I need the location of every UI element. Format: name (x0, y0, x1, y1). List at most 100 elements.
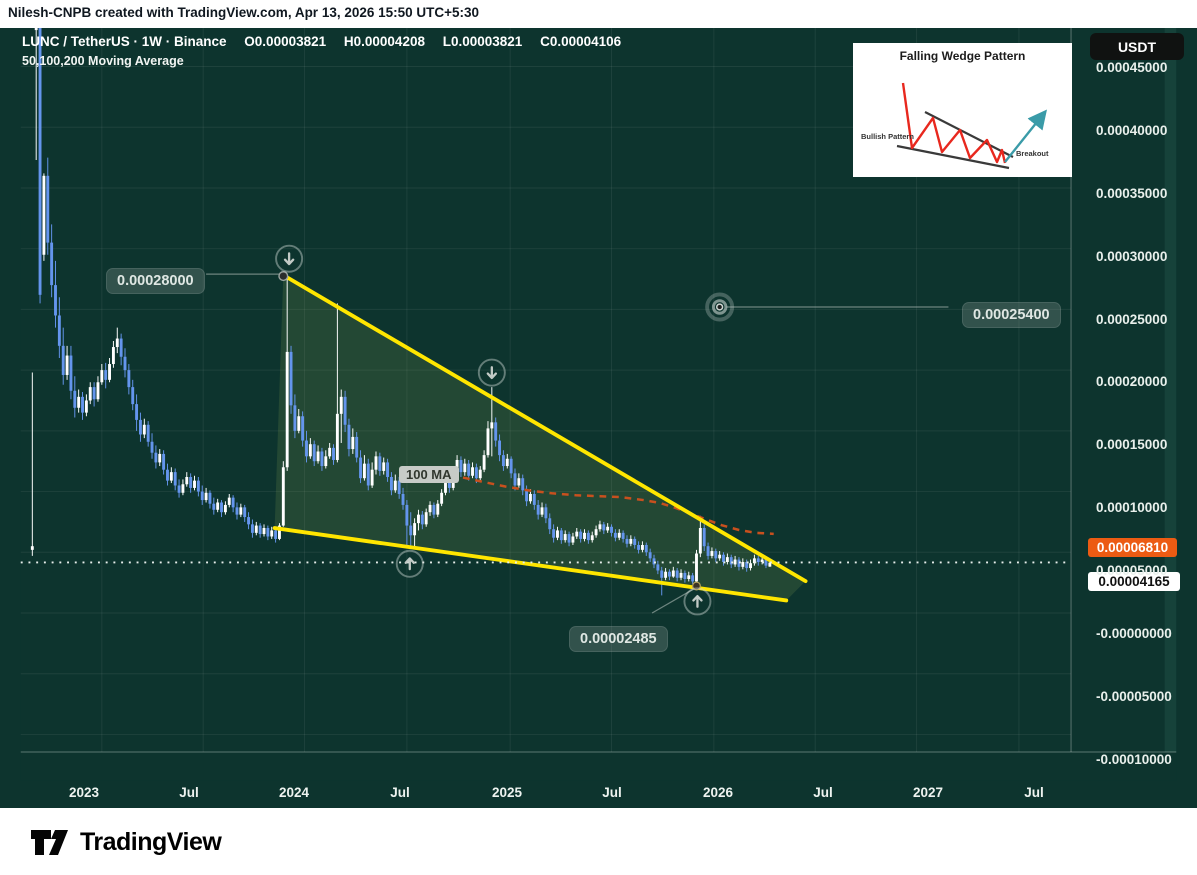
candle-body (760, 559, 764, 562)
tradingview-logo[interactable]: TradingView (30, 828, 222, 857)
candle-body (459, 459, 463, 473)
candle-body (158, 453, 162, 463)
candle-body (54, 285, 57, 316)
candle-body (471, 467, 474, 476)
indicator-legend: 50,100,200 Moving Average (22, 54, 184, 68)
high-price-label[interactable]: 0.00028000 (106, 268, 205, 294)
trendline-anchor-handle[interactable] (691, 581, 701, 591)
candle-body (351, 436, 355, 450)
right-edge-strip (1164, 28, 1177, 753)
candle-body (347, 424, 351, 450)
candle-body (629, 538, 633, 544)
candle-body (640, 544, 644, 550)
wedge-lower-trendline[interactable] (272, 526, 789, 603)
candle-body (142, 424, 146, 435)
inset-breakout-label: Breakout (1016, 149, 1049, 158)
candle-body (208, 492, 212, 504)
candle-body (235, 507, 239, 515)
candle-body (447, 479, 451, 488)
arrow-up-circle-icon[interactable] (683, 587, 712, 616)
price-axis-tick: 0.00045000 (1096, 59, 1168, 75)
candle-body (436, 503, 440, 515)
candle-body (169, 472, 173, 481)
candle-body (119, 338, 123, 357)
candle-body (316, 451, 320, 462)
candle-body (258, 525, 262, 535)
ohlc-header: LUNC / TetherUS · 1W · Binance O0.000038… (22, 34, 635, 49)
candle-body (571, 536, 575, 543)
candle-body (92, 387, 96, 400)
candle-body (544, 507, 548, 519)
arrow-down-circle-icon[interactable] (275, 244, 304, 273)
arrow-up-circle-icon[interactable] (395, 549, 424, 578)
candle-body (243, 507, 247, 518)
symbol-text: LUNC / TetherUS · 1W · Binance (22, 34, 227, 49)
candle-body (115, 338, 119, 348)
candle-body (590, 535, 594, 541)
candle-body (602, 524, 606, 531)
candle-body (691, 575, 695, 582)
candle-body (683, 572, 687, 579)
candle-body (675, 570, 679, 578)
wedge-trendlines-group[interactable] (272, 273, 808, 603)
candle-body (100, 370, 104, 383)
bullseye-target-icon[interactable] (705, 292, 735, 322)
time-axis-tick: 2023 (68, 785, 100, 800)
time-axis-tick: 2026 (702, 785, 734, 800)
target-price-label[interactable]: 0.00025400 (962, 302, 1061, 328)
candle-body (613, 532, 617, 538)
low-price-label[interactable]: 0.00002485 (569, 626, 668, 652)
candle-body (729, 557, 733, 565)
candle-body (366, 463, 370, 486)
candle-body (343, 396, 347, 425)
candle-body (490, 422, 494, 429)
time-axis-tick: 2025 (491, 785, 523, 800)
candle-body (297, 416, 301, 431)
candle-body (737, 559, 741, 567)
candle-body (768, 562, 772, 567)
inset-breakout-arrow (1004, 109, 1047, 163)
candle-body (281, 467, 285, 526)
candle-body (389, 476, 393, 491)
ma-100-label[interactable]: 100 MA (399, 466, 459, 483)
candle-body (274, 530, 278, 539)
candle-body (559, 530, 563, 541)
candle-body (749, 563, 752, 569)
candle-body (34, 28, 38, 31)
candle-body (173, 472, 177, 486)
tradingview-logo-text: TradingView (80, 828, 222, 856)
ma-dashed-line-group (438, 469, 774, 536)
candle-body (374, 456, 378, 470)
candle-body (733, 559, 737, 565)
candle-body (111, 347, 115, 365)
candle-body (745, 561, 749, 569)
time-axis[interactable]: 2023 Jul 2024 Jul 2025 Jul 2026 Jul 2027 Jul (0, 778, 1197, 808)
candle-body (77, 396, 81, 408)
wedge-upper-trendline[interactable] (281, 273, 808, 584)
attribution-bar: Nilesh-CNPB created with TradingView.com… (0, 0, 1197, 28)
candle-body (420, 514, 424, 525)
candle-body (521, 478, 525, 491)
candle-body (583, 532, 586, 539)
candle-body (138, 419, 142, 435)
trendline-anchor-handle[interactable] (278, 271, 289, 282)
price-axis-tick: 0.00030000 (1096, 248, 1168, 264)
candle-body (764, 559, 768, 566)
candle-body (154, 452, 158, 463)
last-price-tag: 0.00004165 (1088, 571, 1180, 591)
candle-body (401, 493, 405, 505)
candle-body (131, 387, 135, 405)
candle-body (536, 504, 540, 515)
candle-body (444, 479, 447, 493)
candle-body (216, 502, 220, 510)
candle-body (359, 457, 362, 479)
currency-button[interactable]: USDT (1090, 33, 1184, 60)
ma-100-dashed-line (438, 469, 774, 536)
arrow-down-circle-icon[interactable] (477, 358, 506, 387)
candle-body (756, 558, 760, 562)
candle-body (335, 413, 339, 460)
candle-body (610, 526, 613, 533)
price-axis-tick: 0.00020000 (1096, 374, 1168, 390)
time-axis-tick: Jul (179, 785, 199, 800)
